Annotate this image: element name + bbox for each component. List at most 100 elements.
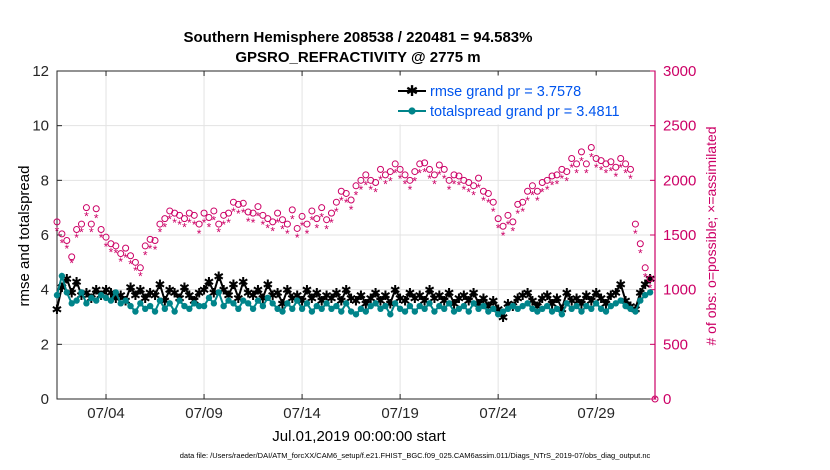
- series-3-point-107: *: [579, 155, 584, 169]
- series-0-point-16: ✱: [130, 288, 141, 303]
- series-3-point-100: *: [545, 183, 550, 197]
- series-2-point-14: [122, 244, 130, 252]
- series-3-point-41: *: [256, 209, 261, 223]
- series-2-point-118: [631, 220, 639, 228]
- series-1-point-36: [230, 300, 237, 307]
- series-0-point-91: ✱: [498, 310, 509, 325]
- series-1-point-34: [220, 302, 227, 310]
- series-line-0: [56, 272, 651, 320]
- series-2-point-117: [626, 165, 634, 173]
- series-0-point-81: ✱: [449, 296, 460, 311]
- series-1-point-51: [303, 300, 311, 307]
- y2-tick-label-1: 500: [663, 336, 688, 353]
- series-3-point-18: *: [143, 249, 148, 263]
- series-0-point-18: ✱: [140, 291, 151, 306]
- series-2-point-4: [73, 226, 81, 234]
- series-3-point-56: *: [329, 216, 334, 230]
- series-1-point-91: [499, 308, 507, 315]
- series-2-point-107: [577, 148, 585, 156]
- series-2-point-19: [146, 235, 154, 243]
- series-3-point-111: *: [599, 163, 604, 177]
- series-2-point-65: [372, 179, 380, 187]
- series-3-point-40: *: [251, 216, 256, 230]
- series-0-point-26: ✱: [179, 280, 190, 295]
- series-0-point-48: ✱: [287, 291, 298, 306]
- series-2-point-47: [283, 220, 291, 228]
- series-1-point-35: [225, 297, 232, 304]
- y-tick-label-2: 4: [41, 282, 49, 299]
- series-0-point-30: ✱: [199, 283, 210, 298]
- series-3-point-101: *: [550, 179, 555, 193]
- series-1-point-59: [342, 300, 350, 307]
- series-3-point-6: *: [84, 209, 89, 223]
- series-1-point-47: [284, 300, 291, 307]
- series-3-point-118: *: [633, 227, 638, 241]
- series-3-point-58: *: [339, 194, 344, 208]
- series-2-point-98: [533, 187, 541, 195]
- series-0-point-107: ✱: [576, 296, 587, 311]
- series-0-point-110: ✱: [591, 285, 602, 300]
- series-3-point-97: *: [530, 189, 535, 203]
- series-2-point-32: [210, 207, 218, 215]
- series-2-point-106: [573, 160, 581, 168]
- series-1-point-88: [485, 308, 492, 315]
- series-3-point-72: *: [408, 183, 413, 197]
- series-2-point-25: [176, 211, 184, 219]
- series-0-point-119: ✱: [635, 285, 646, 300]
- series-3-point-14: *: [123, 251, 128, 265]
- series-2-point-93: [509, 218, 517, 226]
- series-0-point-45: ✱: [272, 285, 283, 300]
- series-1-point-103: [558, 311, 566, 318]
- series-3-point-62: *: [359, 183, 364, 197]
- series-0-point-56: ✱: [326, 291, 337, 306]
- series-0-point-54: ✱: [316, 294, 327, 309]
- series-0-point-112: ✱: [601, 296, 612, 311]
- series-0-point-78: ✱: [434, 288, 445, 303]
- series-0-point-121: ✱: [645, 272, 656, 287]
- series-2-point-77: [430, 171, 438, 179]
- series-0-point-79: ✱: [439, 294, 450, 309]
- series-3-point-10: *: [104, 240, 109, 254]
- series-0-point-60: ✱: [346, 291, 357, 306]
- y-tick-label-6: 12: [32, 63, 49, 80]
- series-0-point-113: ✱: [605, 288, 616, 303]
- series-1-point-2: [63, 289, 71, 296]
- series-2-point-39: [244, 208, 252, 216]
- series-3-point-25: *: [177, 218, 182, 232]
- series-1-point-17: [137, 300, 144, 307]
- series-3-point-73: *: [412, 174, 417, 188]
- series-0-point-85: ✱: [468, 285, 479, 300]
- series-3-point-109: *: [589, 150, 594, 164]
- series-0-point-59: ✱: [341, 283, 352, 298]
- series-2-point-52: [308, 207, 316, 215]
- series-1-point-105: [568, 305, 575, 312]
- series-1-point-84: [465, 308, 472, 315]
- series-3-point-9: *: [99, 231, 104, 245]
- legend: ✱ rmse grand pr = 3.7578 totalspread gra…: [392, 75, 648, 125]
- series-0-point-87: ✱: [478, 291, 489, 306]
- series-2-point-44: [269, 218, 277, 226]
- series-0-point-49: ✱: [292, 288, 303, 303]
- series-2-point-22: [161, 215, 169, 223]
- series-0-point-5: ✱: [76, 288, 87, 303]
- series-1-point-21: [156, 297, 164, 304]
- series-2-point-69: [391, 160, 399, 168]
- series-3-point-89: *: [491, 205, 496, 219]
- series-2-point-66: [377, 165, 385, 173]
- series-1-point-26: [181, 302, 188, 310]
- series-0-point-32: ✱: [208, 285, 219, 300]
- series-2-point-31: [205, 214, 213, 222]
- series-3-point-44: *: [270, 225, 275, 239]
- series-1-point-121: [646, 289, 654, 296]
- series-2-point-53: [313, 215, 321, 223]
- series-1-point-41: [254, 297, 262, 304]
- y2-axis-label: # of obs: o=possible; ×=assimilated: [703, 126, 719, 345]
- y2-tick-label-6: 3000: [663, 63, 696, 80]
- x-tick-label-0: 07/04: [87, 405, 125, 422]
- series-1-point-116: [622, 302, 629, 310]
- series-1-point-109: [588, 305, 595, 312]
- series-3-point-31: *: [207, 220, 212, 234]
- series-1-point-18: [142, 305, 149, 312]
- series-3-point-82: *: [457, 179, 462, 193]
- series-0-point-52: ✱: [306, 291, 317, 306]
